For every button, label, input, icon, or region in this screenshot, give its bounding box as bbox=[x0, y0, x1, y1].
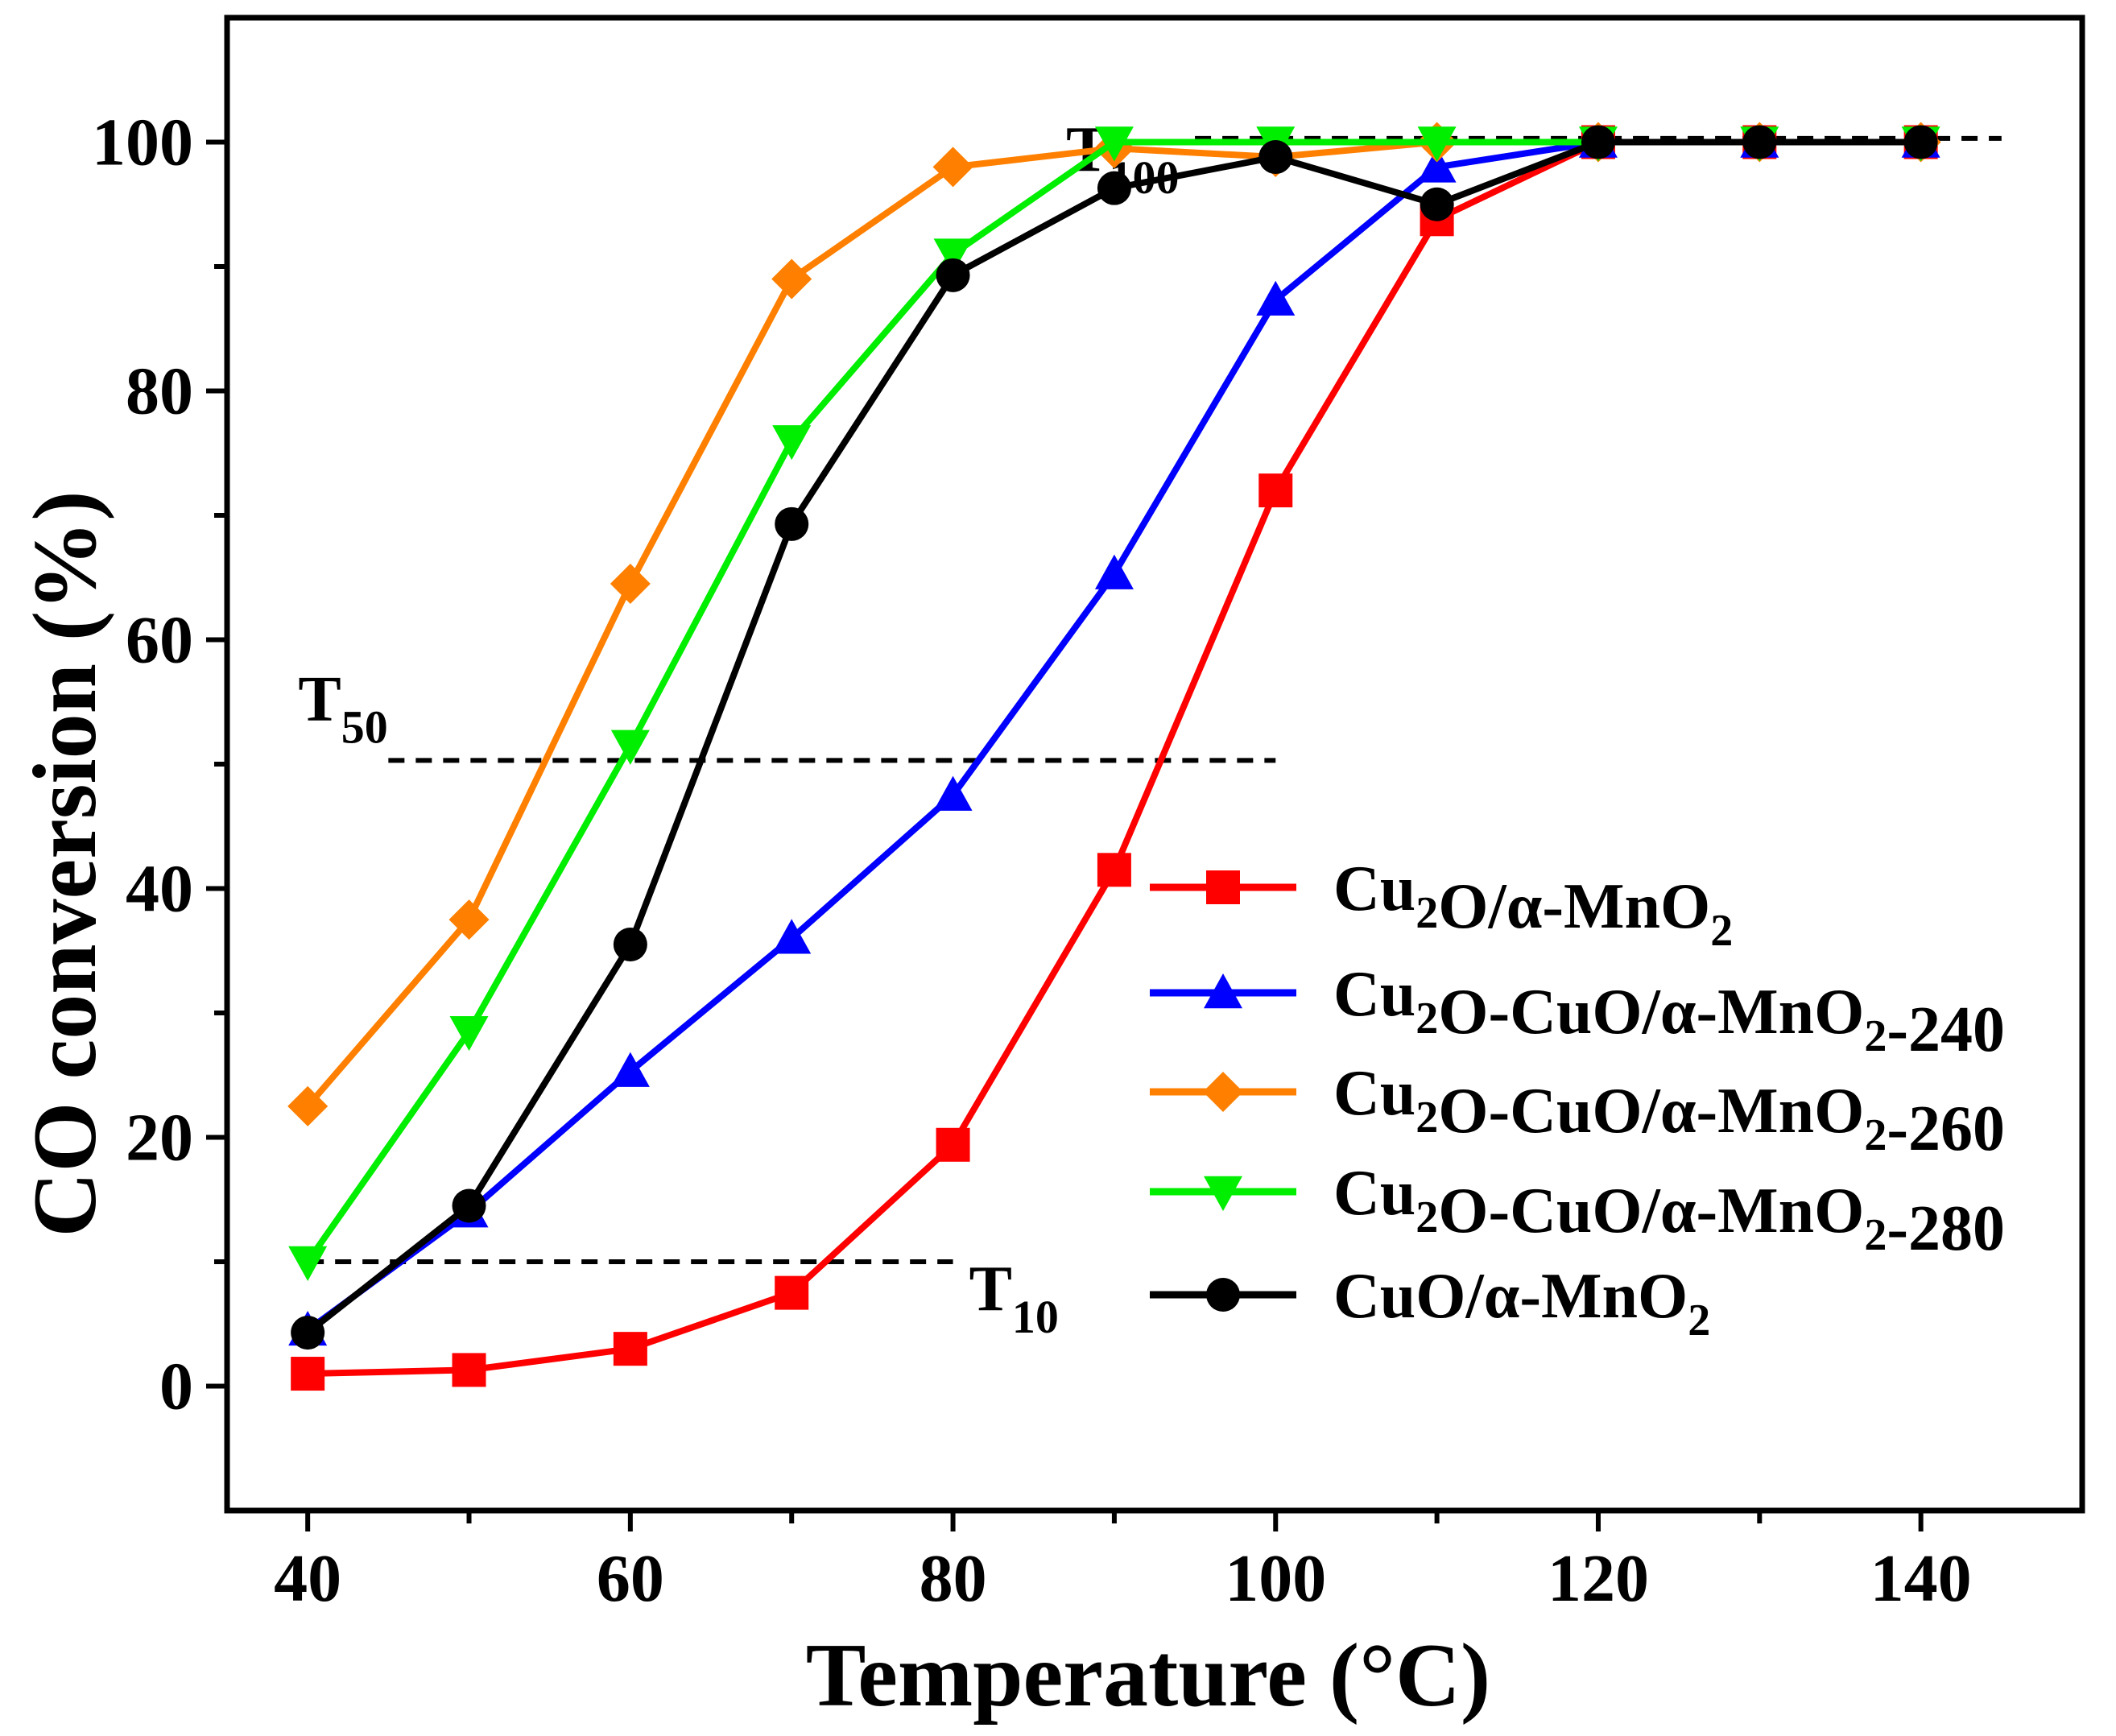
data-point bbox=[771, 258, 812, 300]
legend-marker bbox=[1204, 973, 1242, 1009]
y-tick-label: 100 bbox=[92, 105, 193, 180]
y-tick-label: 80 bbox=[126, 354, 193, 429]
data-point bbox=[1097, 171, 1131, 205]
data-point bbox=[449, 1015, 489, 1052]
legend-label: Cu2O-CuO/α-MnO2-240 bbox=[1333, 959, 2005, 1065]
data-point bbox=[1417, 147, 1457, 183]
series-diamond bbox=[287, 122, 1941, 1126]
data-point bbox=[933, 775, 973, 811]
data-point bbox=[936, 1127, 970, 1162]
plot-frame bbox=[224, 14, 2085, 1514]
plot-area bbox=[224, 14, 2085, 1514]
data-point bbox=[610, 563, 651, 604]
y-tick-label: 20 bbox=[126, 1101, 193, 1176]
series-line bbox=[305, 138, 1921, 1109]
data-point bbox=[933, 238, 973, 274]
legend-entry: Cu2O-CuO/α-MnO2-260 bbox=[1150, 1058, 2005, 1164]
x-tick-label: 80 bbox=[920, 1541, 987, 1616]
data-point bbox=[452, 1188, 486, 1223]
data-point bbox=[613, 1332, 647, 1366]
data-point bbox=[1094, 126, 1134, 162]
data-point bbox=[936, 258, 970, 292]
data-point bbox=[775, 506, 809, 541]
data-point bbox=[1581, 125, 1615, 159]
legend-label: CuO/α-MnO2 bbox=[1333, 1261, 1710, 1345]
data-point bbox=[1097, 853, 1131, 887]
legend-label: Cu2O/α-MnO2 bbox=[1333, 854, 1733, 956]
data-point bbox=[932, 147, 973, 188]
reference-line-label: T10 bbox=[969, 1254, 1059, 1343]
data-point bbox=[610, 730, 650, 765]
x-axis-title: Temperature (°C) bbox=[806, 1626, 1490, 1726]
series-circle bbox=[291, 125, 1938, 1350]
legend-marker bbox=[1203, 1072, 1243, 1112]
series-line bbox=[305, 138, 1921, 1333]
legend-entry: Cu2O-CuO/α-MnO2-280 bbox=[1150, 1158, 2005, 1264]
data-point bbox=[287, 1085, 329, 1126]
y-tick-label: 0 bbox=[159, 1350, 193, 1424]
data-point bbox=[1903, 125, 1938, 159]
reference-line-label: T50 bbox=[298, 663, 387, 753]
data-point bbox=[772, 425, 812, 461]
x-tick-label: 100 bbox=[1225, 1541, 1326, 1616]
data-point bbox=[613, 928, 647, 962]
legend-entry: Cu2O-CuO/α-MnO2-240 bbox=[1150, 959, 2005, 1065]
data-point bbox=[772, 919, 812, 954]
legend-label: Cu2O-CuO/α-MnO2-260 bbox=[1333, 1058, 2005, 1164]
data-point bbox=[1258, 140, 1293, 175]
x-tick-label: 40 bbox=[274, 1541, 341, 1616]
x-tick-label: 140 bbox=[1870, 1541, 1972, 1616]
data-point bbox=[1094, 554, 1134, 589]
data-point bbox=[1420, 187, 1454, 221]
data-point bbox=[610, 1052, 650, 1087]
y-axis-title: CO conversion (%) bbox=[15, 490, 115, 1237]
axes: 40 60 80 100 120 140 0 20 40 60 80 100 bbox=[92, 105, 1972, 1617]
data-point bbox=[1256, 280, 1296, 316]
series-triangle-up bbox=[288, 122, 1940, 1346]
data-point bbox=[448, 899, 490, 940]
y-tick-label: 40 bbox=[126, 852, 193, 927]
legend-entry: Cu2O/α-MnO2 bbox=[1150, 854, 1733, 956]
data-series bbox=[287, 122, 1941, 1391]
legend-marker bbox=[1206, 870, 1240, 904]
data-point bbox=[452, 1353, 486, 1387]
data-point bbox=[1742, 125, 1777, 159]
x-tick-label: 120 bbox=[1548, 1541, 1649, 1616]
data-point bbox=[1417, 126, 1457, 162]
legend-entry: CuO/α-MnO2 bbox=[1150, 1261, 1710, 1345]
data-point bbox=[288, 1246, 328, 1281]
data-point bbox=[1258, 473, 1293, 508]
x-tick-label: 60 bbox=[597, 1541, 664, 1616]
legend-marker bbox=[1204, 1176, 1242, 1211]
data-point bbox=[291, 1316, 325, 1350]
legend-label: Cu2O-CuO/α-MnO2-280 bbox=[1333, 1158, 2005, 1264]
series-line bbox=[305, 138, 1921, 1336]
legend: Cu2O/α-MnO2Cu2O-CuO/α-MnO2-240Cu2O-CuO/α… bbox=[1150, 854, 2005, 1345]
legend-marker bbox=[1206, 1278, 1240, 1312]
data-point bbox=[291, 1357, 325, 1391]
data-point bbox=[775, 1275, 809, 1310]
y-tick-label: 60 bbox=[126, 603, 193, 678]
